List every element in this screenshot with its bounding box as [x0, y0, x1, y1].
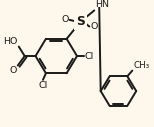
Text: HO: HO [3, 37, 18, 46]
Text: HN: HN [95, 1, 109, 10]
Text: CH₃: CH₃ [133, 61, 150, 70]
Text: O: O [61, 15, 69, 24]
Text: Cl: Cl [38, 81, 48, 90]
Text: O: O [90, 22, 98, 31]
Text: S: S [76, 15, 85, 28]
Text: O: O [9, 66, 17, 75]
Text: Cl: Cl [85, 52, 94, 61]
